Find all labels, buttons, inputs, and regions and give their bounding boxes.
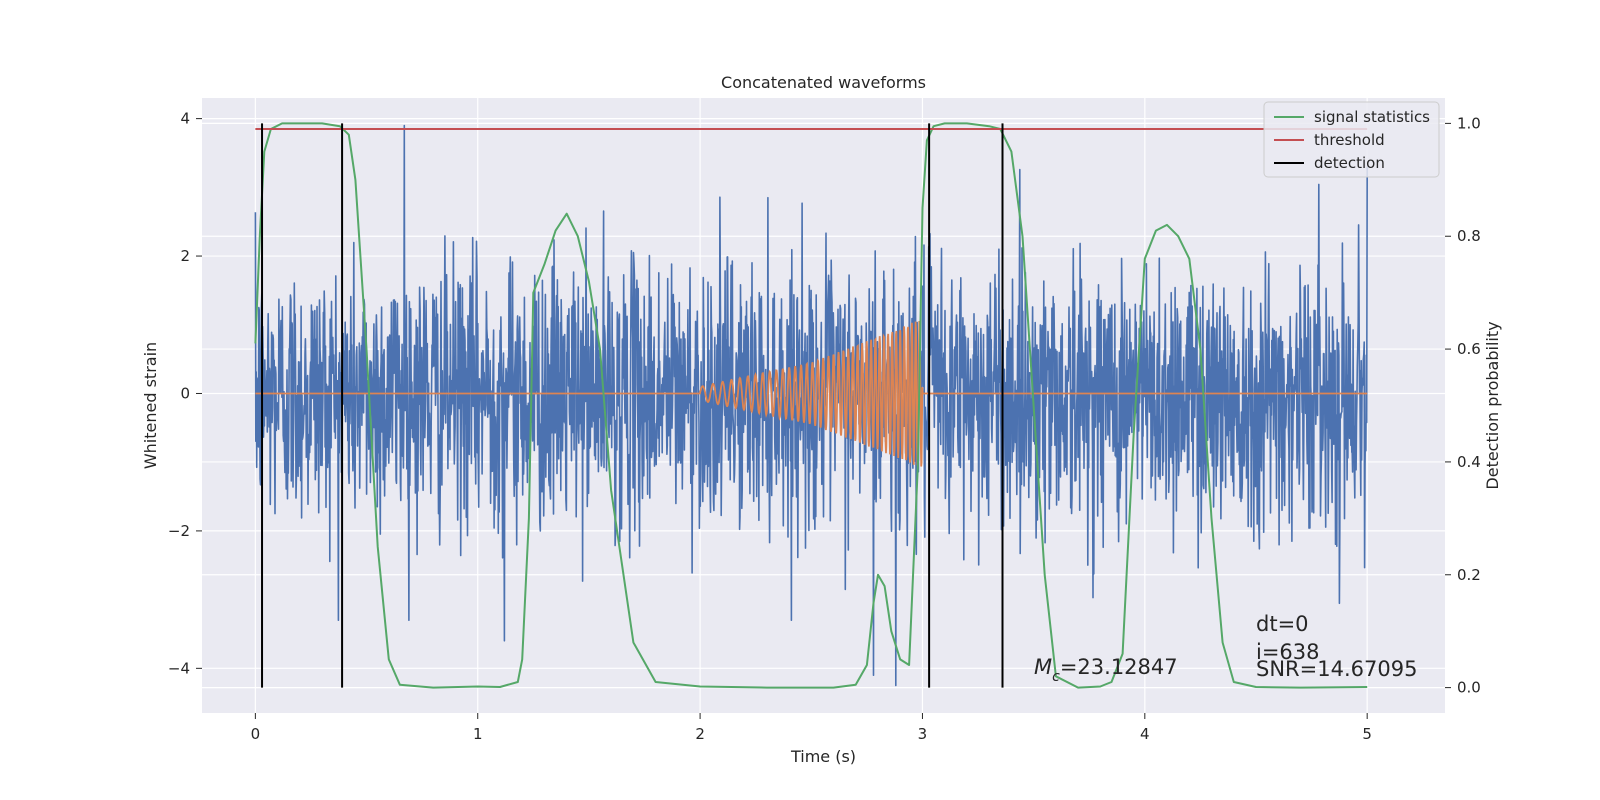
right-y-tick-label: 1.0: [1457, 114, 1481, 132]
chirp-mass-subscript: c: [1052, 669, 1060, 685]
right-y-tick-label: 0.0: [1457, 679, 1481, 697]
left-y-tick-label: 4: [180, 110, 190, 128]
chirp-mass-symbol: M: [1034, 655, 1052, 679]
x-tick-label: 2: [695, 725, 705, 743]
left-y-axis-ticks: 4 2 0 −2 −4: [168, 110, 202, 677]
annotation-index: i=638: [1256, 640, 1320, 664]
left-y-tick-label: −2: [168, 522, 190, 540]
right-y-axis-label: Detection probability: [1483, 321, 1502, 489]
signal-statistics-line: [254, 122, 1368, 689]
annotation-chirp-mass: Mc=23.12847: [1034, 655, 1178, 685]
signal-statistics-series: [254, 122, 1368, 689]
right-y-tick-label: 0.4: [1457, 453, 1481, 471]
legend: signal statistics threshold detection: [1263, 101, 1440, 178]
x-axis-ticks: 0 1 2 3 4 5: [251, 713, 1372, 743]
left-y-tick-label: −4: [168, 659, 190, 677]
legend-label-signal-statistics: signal statistics: [1314, 108, 1430, 126]
x-tick-label: 5: [1362, 725, 1372, 743]
detection-series: [261, 123, 1004, 688]
x-axis-label: Time (s): [790, 747, 856, 766]
right-y-axis-ticks: 1.0 0.8 0.6 0.4 0.2 0.0: [1445, 114, 1481, 697]
annotation-dt: dt=0: [1256, 612, 1309, 636]
x-tick-label: 1: [473, 725, 483, 743]
right-y-tick-label: 0.6: [1457, 340, 1481, 358]
legend-label-threshold: threshold: [1314, 131, 1385, 149]
annotation-snr: SNR=14.67095: [1256, 657, 1417, 681]
left-y-tick-label: 0: [180, 384, 190, 402]
legend-box: [1263, 101, 1440, 178]
chirp-mass-value: =23.12847: [1060, 655, 1178, 679]
x-tick-label: 3: [918, 725, 928, 743]
left-y-axis-label: Whitened strain: [141, 342, 160, 469]
right-y-tick-label: 0.2: [1457, 566, 1481, 584]
x-tick-label: 4: [1140, 725, 1150, 743]
chirp-line: [255, 320, 1368, 467]
legend-label-detection: detection: [1314, 154, 1385, 172]
x-tick-label: 0: [251, 725, 261, 743]
chart-title: Concatenated waveforms: [721, 73, 926, 92]
left-y-tick-label: 2: [180, 247, 190, 265]
chirp-series: [255, 320, 1368, 467]
right-y-tick-label: 0.8: [1457, 227, 1481, 245]
